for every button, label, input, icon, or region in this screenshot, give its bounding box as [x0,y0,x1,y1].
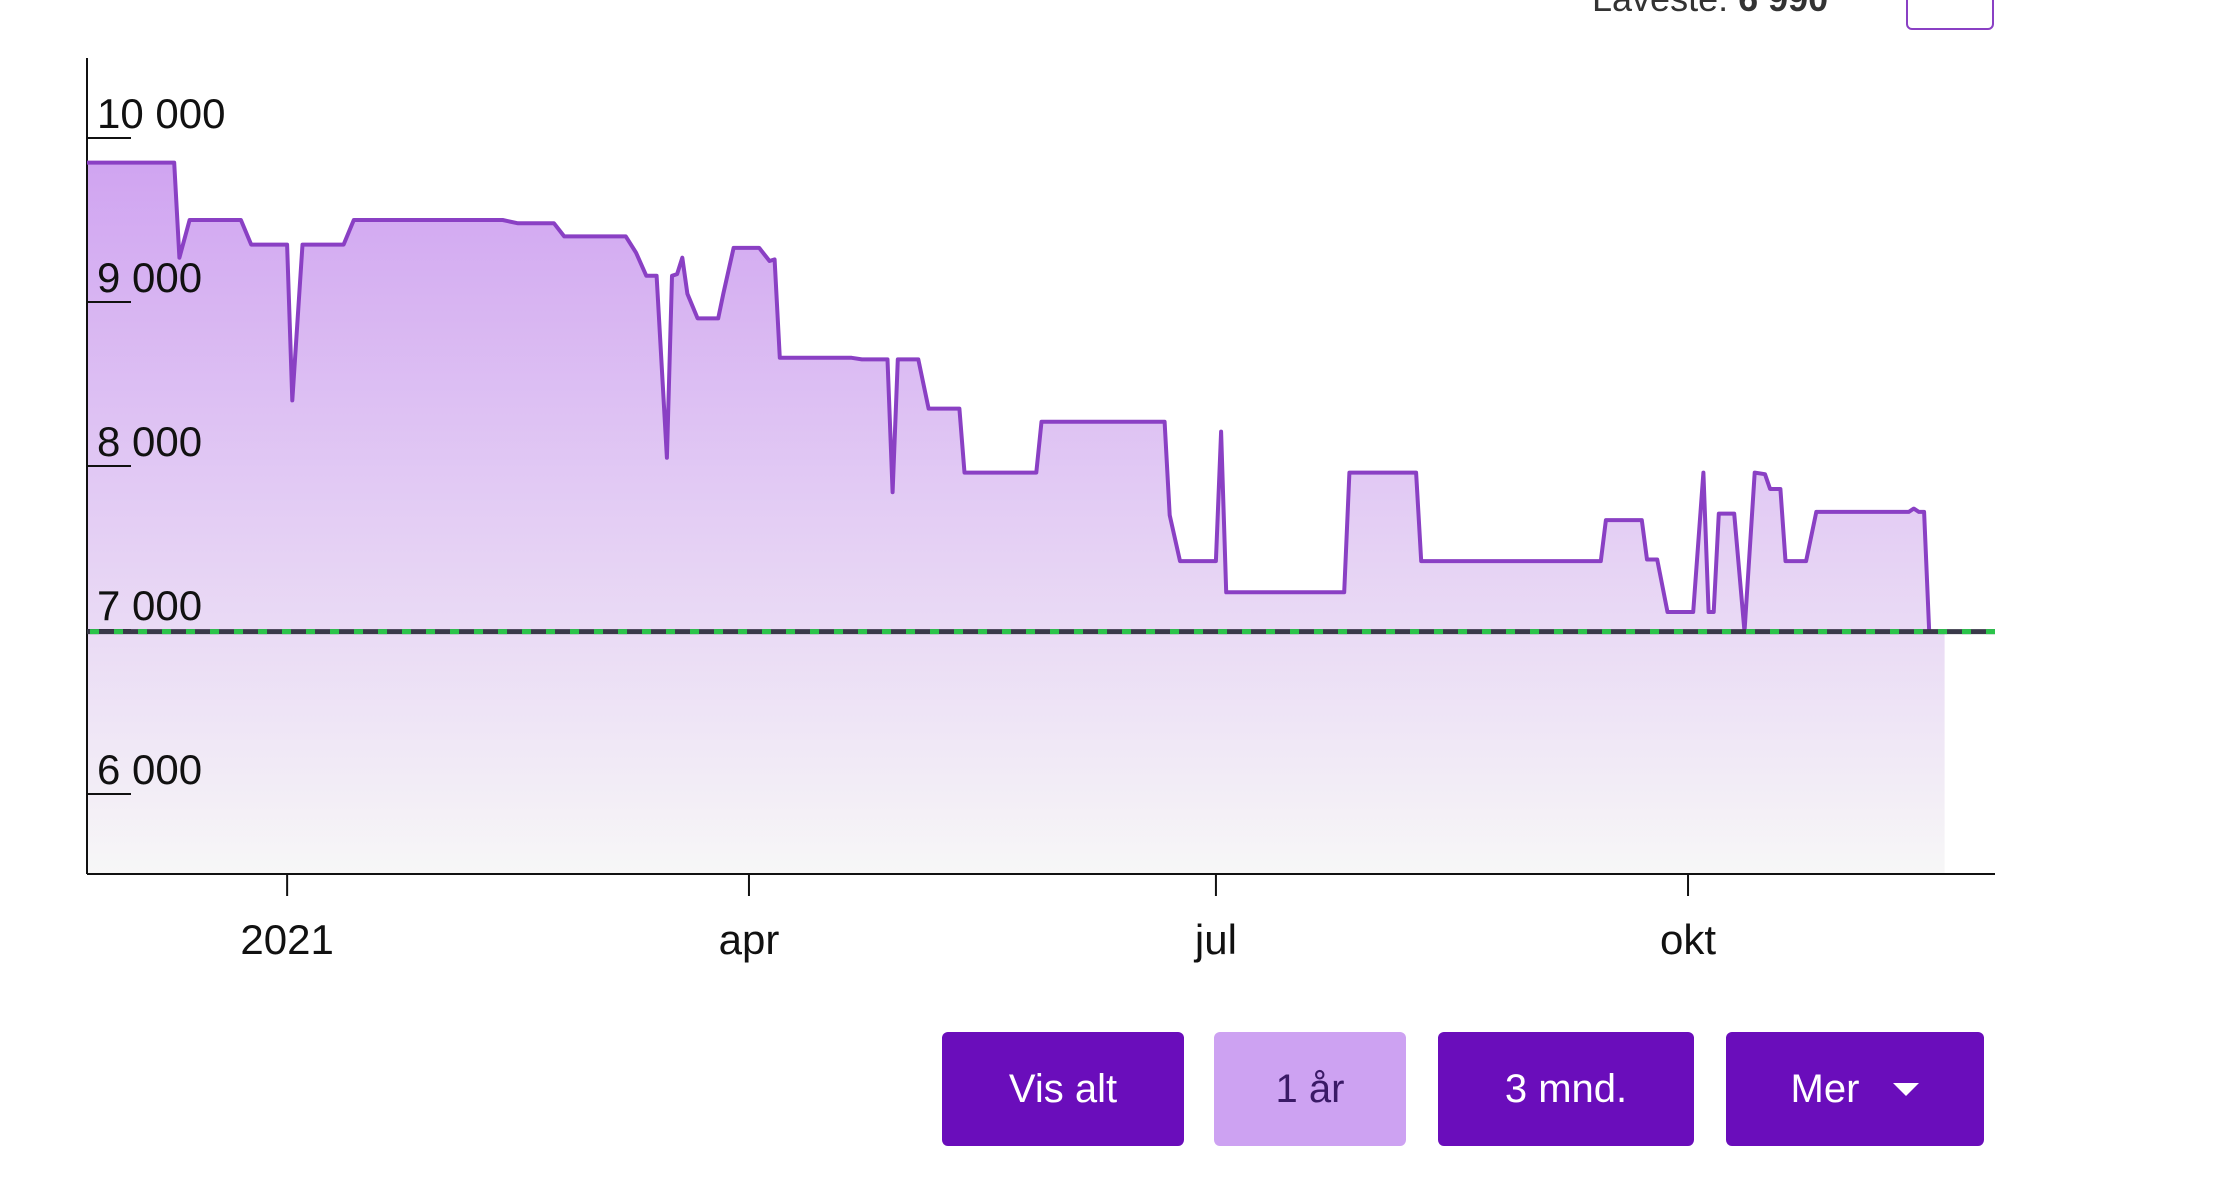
chevron-down-icon [1893,1082,1920,1096]
y-tick-label: 9 000 [97,254,202,301]
y-tick-label: 8 000 [97,418,202,465]
more-label: Mer [1790,1066,1860,1111]
show-all-label: Vis alt [1008,1066,1118,1111]
x-tick-label: 2021 [240,916,333,963]
price-history-chart: 10 000 9 000 8 000 7 000 6 000 2021 apr jul okt [86,58,1995,963]
lowest-price-value: 6 990 [1738,0,1828,19]
x-tick-label: jul [1193,916,1237,963]
three-months-label: 3 mnd. [1504,1066,1628,1111]
three-months-button[interactable]: 3 mnd. [1438,1032,1694,1146]
y-tick-label: 10 000 [97,90,225,137]
more-dropdown-button[interactable]: Mer [1726,1032,1984,1146]
lowest-price-legend: Laveste: 6 990 [1592,0,1828,20]
y-tick-label: 6 000 [97,746,202,793]
show-all-button[interactable]: Vis alt [942,1032,1184,1146]
lowest-price-swatch-icon [1906,0,1994,30]
x-tick-label: apr [719,916,780,963]
y-tick-label: 7 000 [97,582,202,629]
x-tick-label: okt [1660,916,1716,963]
lowest-price-label: Laveste: [1592,0,1728,19]
one-year-label: 1 år [1275,1066,1345,1111]
price-area-fill [87,162,1945,875]
one-year-button[interactable]: 1 år [1214,1032,1406,1146]
